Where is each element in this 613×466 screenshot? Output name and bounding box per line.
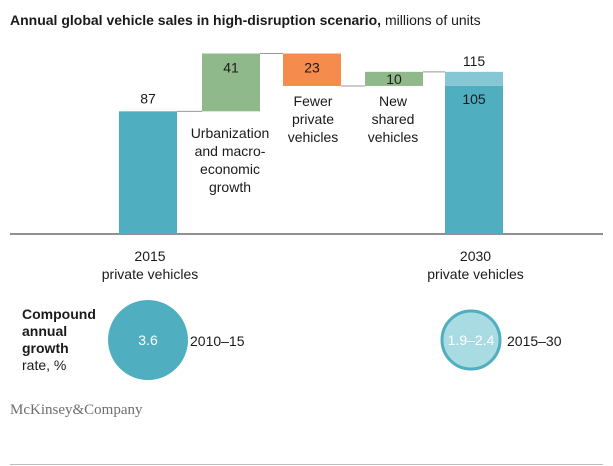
category-label-2015: 2015 private vehicles xyxy=(101,248,199,282)
chart-title: Annual global vehicle sales in high-disr… xyxy=(10,12,481,28)
data-label-115: 115 xyxy=(463,53,486,69)
category-label-urbanization: Urbanization and macro-economic growth xyxy=(190,125,270,195)
bar-4-top xyxy=(445,71,503,86)
cagr-label: Compound annual growth rate, % xyxy=(22,306,96,373)
bar-3 xyxy=(365,71,423,86)
cagr-value-2015-30: 1.9–2.4 xyxy=(448,332,495,348)
cagr-circle-2010-15 xyxy=(108,300,188,380)
data-label-10: 10 xyxy=(386,71,402,87)
category-label-2030: 2030 private vehicles xyxy=(427,248,524,282)
cagr-period-2010-15: 2010–15 xyxy=(190,333,245,349)
cagr-period-2015-30: 2015–30 xyxy=(507,333,562,349)
bar-1 xyxy=(202,53,260,112)
mckinsey-logo: McKinsey&Company xyxy=(10,402,143,418)
bar-2 xyxy=(283,53,341,86)
bar-0 xyxy=(119,111,177,234)
cagr-value-2010-15: 3.6 xyxy=(138,332,158,348)
category-label-new-shared: New shared vehicles xyxy=(367,93,419,145)
cagr-label-rest: rate, % xyxy=(22,357,67,373)
data-label-41: 41 xyxy=(223,60,239,76)
footer-rule xyxy=(10,464,603,465)
title-bold: Annual global vehicle sales in high-disr… xyxy=(10,12,382,28)
title-rest: millions of units xyxy=(381,12,481,28)
data-label-87: 87 xyxy=(140,90,156,106)
cagr-circle-2015-30 xyxy=(440,309,502,371)
data-label-23: 23 xyxy=(304,60,320,76)
category-label-fewer-private: Fewer private vehicles xyxy=(287,93,339,145)
bar-4 xyxy=(445,85,503,234)
data-label-105: 105 xyxy=(462,91,486,107)
